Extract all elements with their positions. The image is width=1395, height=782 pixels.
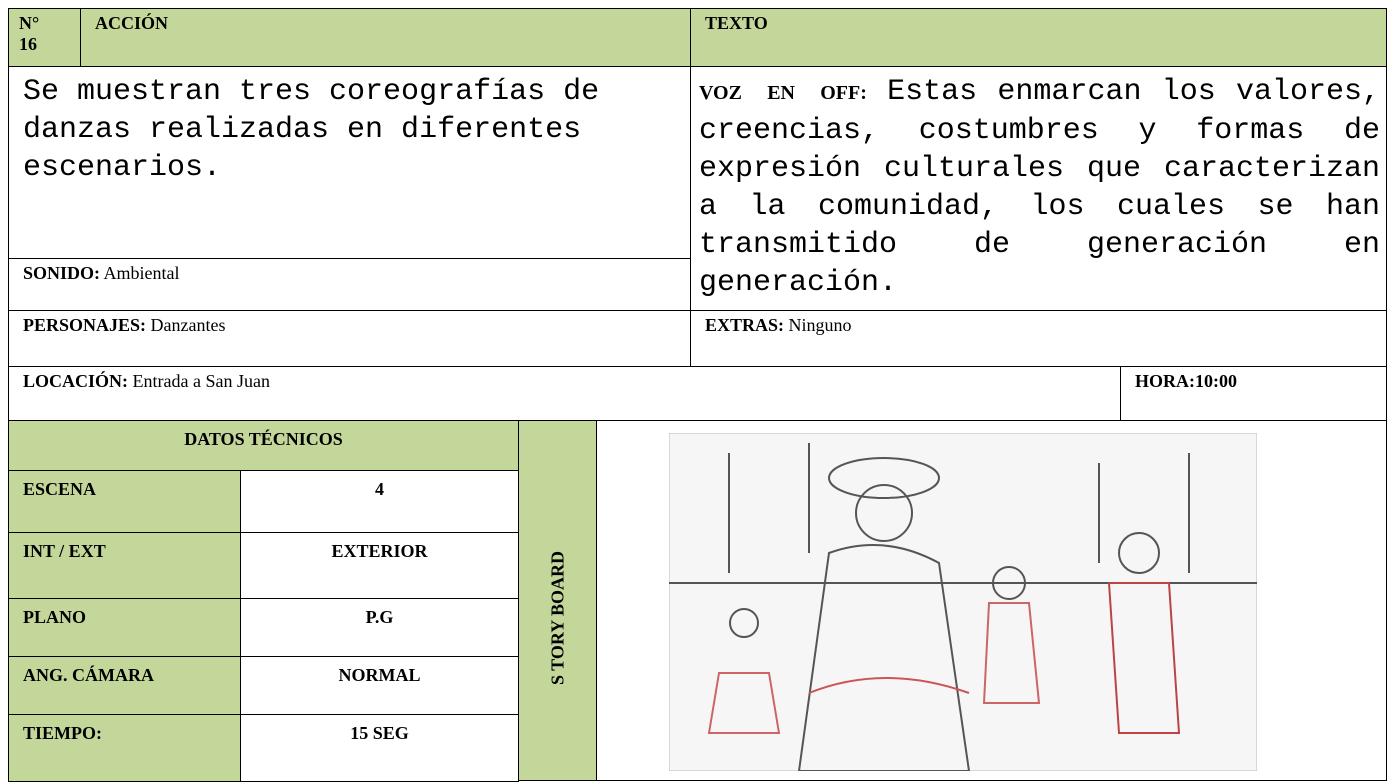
extras-label: EXTRAS: <box>705 315 785 335</box>
texto-header-cell: TEXTO <box>690 8 1387 67</box>
datos-row-value: 15 SEG <box>350 723 409 743</box>
datos-row-label: INT / EXT <box>23 541 106 561</box>
accion-header-cell: ACCIÓN <box>80 8 691 67</box>
sonido-cell: SONIDO: Ambiental <box>8 258 691 311</box>
texto-value: Estas enmarcan los valores, creencias, c… <box>699 75 1380 300</box>
personajes-cell: PERSONAJES: Danzantes <box>8 310 691 367</box>
locacion-cell: LOCACIÓN: Entrada a San Juan <box>8 366 1121 421</box>
datos-title-cell: DATOS TÉCNICOS <box>8 420 519 471</box>
datos-row-label-cell: ANG. CÁMARA <box>8 656 241 715</box>
datos-row-label: ESCENA <box>23 479 97 499</box>
locacion-value: Entrada a San Juan <box>132 371 270 391</box>
datos-row-label: PLANO <box>23 607 86 627</box>
datos-row-label: ANG. CÁMARA <box>23 665 154 685</box>
storyboard-label: S TORY BOARD <box>547 551 567 686</box>
extras-value: Ninguno <box>788 315 852 335</box>
datos-row-label: TIEMPO: <box>23 723 102 743</box>
hora-value: 10:00 <box>1195 371 1237 391</box>
datos-row-label-cell: TIEMPO: <box>8 714 241 782</box>
hora-label: HORA: <box>1135 371 1195 391</box>
number-label: N° <box>19 13 40 33</box>
personajes-label: PERSONAJES: <box>23 315 147 335</box>
hora-cell: HORA:10:00 <box>1120 366 1387 421</box>
datos-row-value-cell: 15 SEG <box>240 714 519 782</box>
accion-text: Se muestran tres coreografías de danzas … <box>23 75 600 185</box>
datos-row-value-cell: P.G <box>240 598 519 657</box>
texto-cell: VOZ EN OFF: Estas enmarcan los valores, … <box>690 66 1387 311</box>
datos-row-value-cell: NORMAL <box>240 656 519 715</box>
number: 16 <box>19 34 37 54</box>
datos-title: DATOS TÉCNICOS <box>184 429 343 449</box>
sonido-value: Ambiental <box>103 263 180 283</box>
personajes-value: Danzantes <box>150 315 226 335</box>
datos-row-value: 4 <box>375 479 384 499</box>
datos-row-value: P.G <box>365 607 394 627</box>
datos-row-label-cell: ESCENA <box>8 470 241 533</box>
storyboard-image <box>669 433 1257 771</box>
texto-header: TEXTO <box>705 13 768 33</box>
datos-row-value: NORMAL <box>338 665 421 685</box>
extras-cell: EXTRAS: Ninguno <box>690 310 1387 367</box>
accion-cell: Se muestran tres coreografías de danzas … <box>8 66 691 259</box>
voz-label: VOZ EN OFF: <box>699 82 867 104</box>
locacion-label: LOCACIÓN: <box>23 371 129 391</box>
datos-row-value-cell: EXTERIOR <box>240 532 519 599</box>
sonido-label: SONIDO: <box>23 263 101 283</box>
datos-row-value: EXTERIOR <box>331 541 428 561</box>
storyboard-label-cell: S TORY BOARD <box>518 420 597 781</box>
image-cell <box>596 420 1387 781</box>
number-cell: N° 16 <box>8 8 81 67</box>
datos-row-label-cell: PLANO <box>8 598 241 657</box>
accion-header: ACCIÓN <box>95 13 169 33</box>
datos-row-value-cell: 4 <box>240 470 519 533</box>
datos-row-label-cell: INT / EXT <box>8 532 241 599</box>
